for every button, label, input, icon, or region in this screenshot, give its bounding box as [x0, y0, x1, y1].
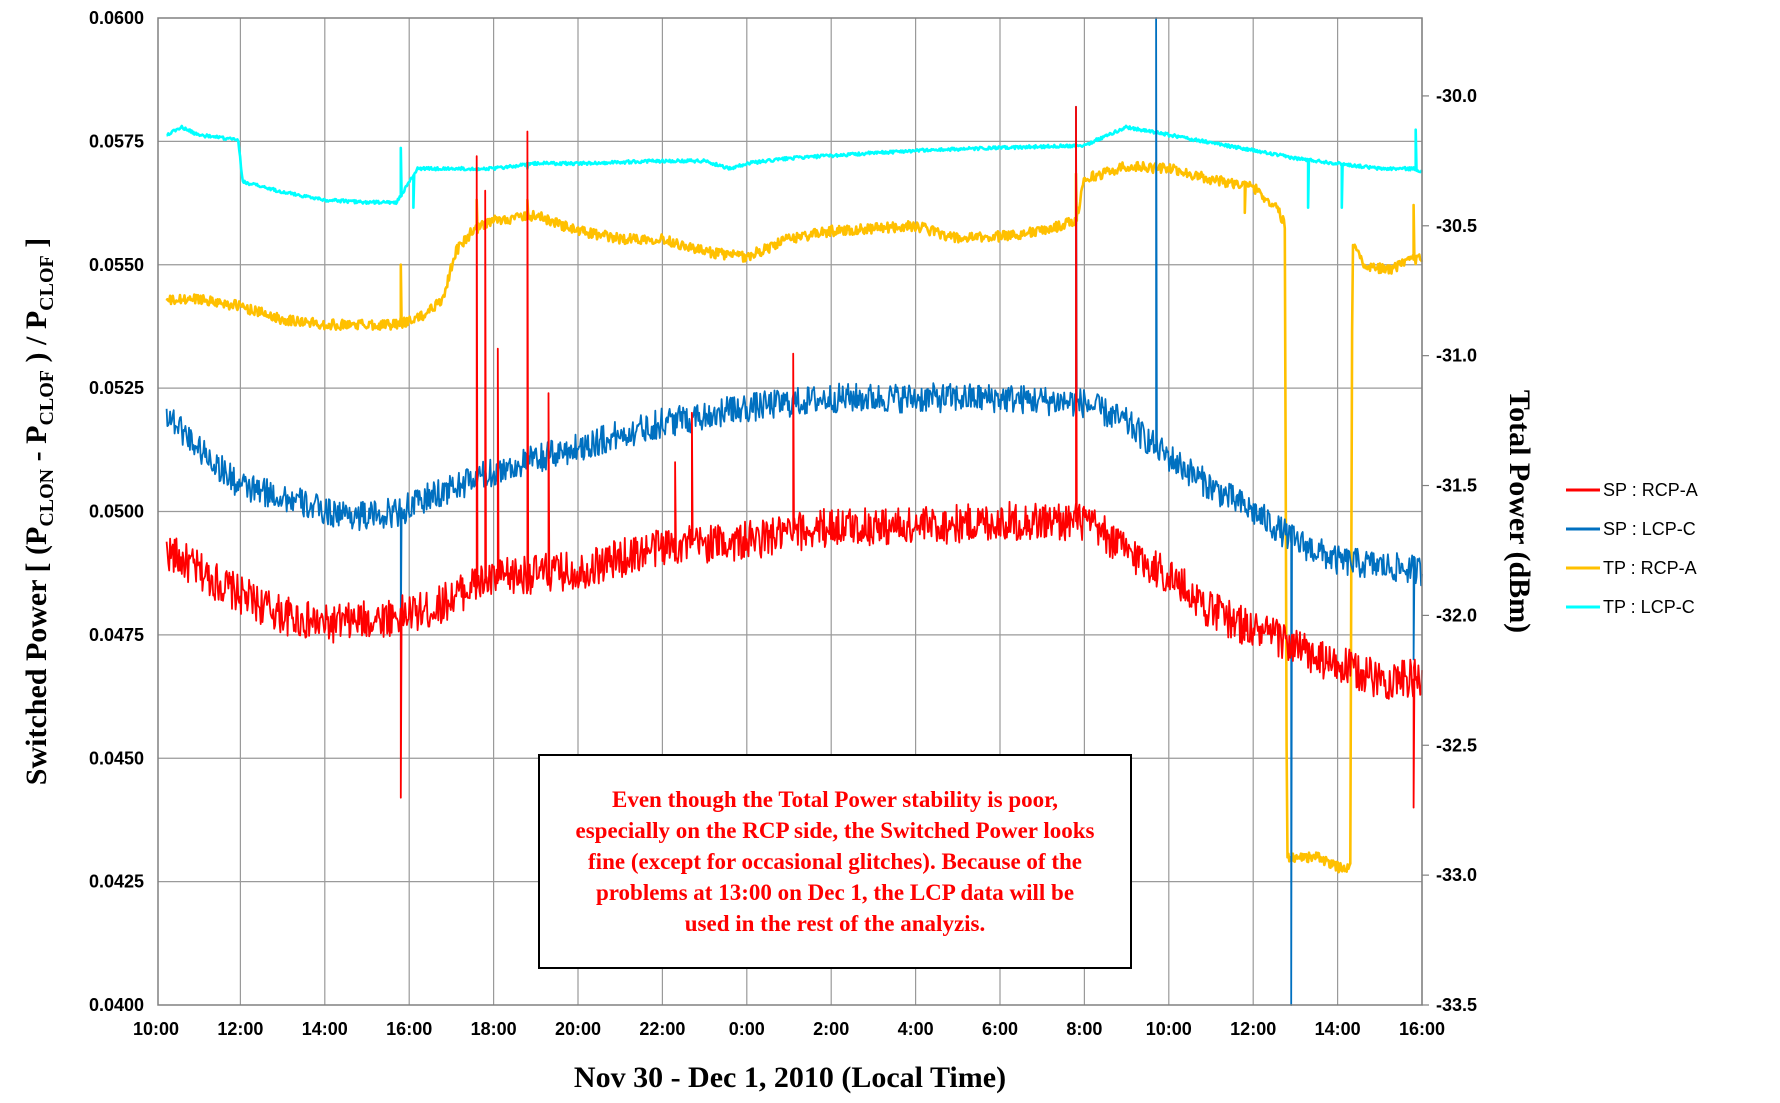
x-tick-label: 14:00 — [1315, 1019, 1361, 1039]
x-tick-label: 8:00 — [1066, 1019, 1102, 1039]
x-ticks: 10:00 12:00 14:00 16:00 18:00 20:00 22:00 0:00 2… — [133, 1019, 1445, 1039]
y-right-tick-label: -33.5 — [1436, 995, 1477, 1015]
x-tick-label: 4:00 — [898, 1019, 934, 1039]
x-tick-label: 20:00 — [555, 1019, 601, 1039]
series-line-sp-rcp-a — [165, 105, 1423, 809]
series-line-tp-lcp-c — [166, 124, 1424, 209]
y-left-tick-label: 0.0425 — [89, 872, 144, 892]
y-left-ticks: 0.0400 0.0425 0.0450 0.0475 0.0500 0.0525 0.05… — [89, 8, 144, 1015]
annotation-text: Even though the Total Power stability is… — [575, 787, 1095, 936]
y-right-tick-label: -32.0 — [1436, 605, 1477, 625]
annotation-box: Even though the Total Power stability is… — [538, 754, 1132, 969]
x-tick-label: 10:00 — [1146, 1019, 1192, 1039]
series-layer — [165, 17, 1424, 1006]
x-tick-label: 0:00 — [729, 1019, 765, 1039]
series-line-tp-rcp-a — [165, 160, 1424, 874]
legend: SP : RCP-A SP : LCP-C TP : RCP-A TP : LCP-C — [1566, 480, 1698, 617]
y-left-tick-label: 0.0475 — [89, 625, 144, 645]
x-tick-label: 12:00 — [217, 1019, 263, 1039]
series-line-sp-lcp-c — [165, 17, 1423, 1006]
legend-label: SP : LCP-C — [1603, 519, 1696, 539]
y-right-tick-label: -31.0 — [1436, 346, 1477, 366]
x-tick-label: 10:00 — [133, 1019, 179, 1039]
plot-frame — [157, 17, 1423, 1006]
y-right-tick-label: -30.0 — [1436, 86, 1477, 106]
x-tick-label: 16:00 — [1399, 1019, 1445, 1039]
y-right-tick-label: -33.0 — [1436, 865, 1477, 885]
x-tick-label: 16:00 — [386, 1019, 432, 1039]
legend-label: SP : RCP-A — [1603, 480, 1698, 500]
y-left-tick-label: 0.0600 — [89, 8, 144, 28]
x-tick-label: 2:00 — [813, 1019, 849, 1039]
y-left-tick-label: 0.0525 — [89, 378, 144, 398]
x-tick-label: 18:00 — [471, 1019, 517, 1039]
x-tick-label: 14:00 — [302, 1019, 348, 1039]
y-left-tick-label: 0.0400 — [89, 995, 144, 1015]
y-right-tick-label: -31.5 — [1436, 476, 1477, 496]
y-right-tick-label: -30.5 — [1436, 216, 1477, 236]
y-left-axis-title: Switched Power [ (PCLON - PCLOF ) / PCLO… — [20, 238, 58, 785]
legend-label: TP : RCP-A — [1603, 558, 1697, 578]
y-right-ticks: -33.5 -33.0 -32.5 -32.0 -31.5 -31.0 -30.5 -30.0 — [1422, 86, 1477, 1015]
x-tick-label: 12:00 — [1230, 1019, 1276, 1039]
legend-label: TP : LCP-C — [1603, 597, 1695, 617]
x-tick-label: 6:00 — [982, 1019, 1018, 1039]
y-right-tick-label: -32.5 — [1436, 735, 1477, 755]
y-left-tick-label: 0.0500 — [89, 502, 144, 522]
y-left-tick-label: 0.0550 — [89, 255, 144, 275]
y-left-tick-label: 0.0450 — [89, 748, 144, 768]
x-axis-title: Nov 30 - Dec 1, 2010 (Local Time) — [574, 1061, 1006, 1094]
y-right-axis-title: Total Power (dBm) — [1503, 390, 1536, 633]
y-left-tick-label: 0.0575 — [89, 131, 144, 151]
x-tick-label: 22:00 — [639, 1019, 685, 1039]
